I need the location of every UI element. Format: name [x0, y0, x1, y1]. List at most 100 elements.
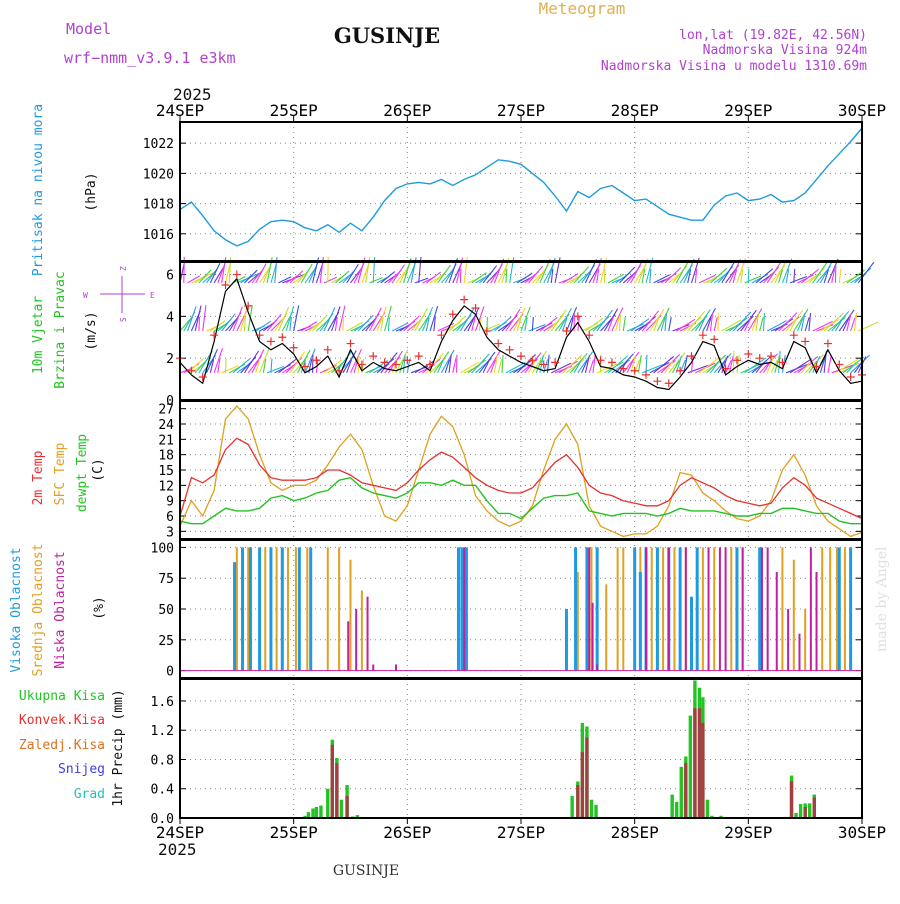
cloud-high-bar [690, 597, 693, 671]
cloud-low-bar [588, 547, 590, 670]
wind-arrow [623, 317, 625, 331]
wind-gust-marker [517, 352, 525, 360]
cloud-mid-bar [804, 609, 806, 671]
wind-unit: (m/s) [84, 311, 99, 350]
cloud-low-bar [776, 572, 778, 671]
wind-arrow [339, 306, 345, 331]
cloud-mid-bar [350, 560, 352, 671]
precip-total-bar [590, 800, 593, 818]
wind-arrow [839, 269, 840, 283]
cloud-high-bar [656, 547, 659, 670]
cloud-high-bar [574, 547, 577, 670]
precip-total-bar [340, 800, 343, 818]
precip-total-bar [799, 804, 802, 818]
temp-tick-label: 18 [158, 449, 174, 464]
wind-arrow [828, 355, 831, 373]
wind-arrow [415, 278, 428, 283]
precip-convective-bar [701, 723, 704, 818]
wind-arrow [203, 305, 206, 331]
cloud-high-bar [465, 547, 468, 670]
pressure-tick-label: 1016 [143, 228, 174, 243]
wind-arrow [195, 306, 201, 331]
cloud-high-bar [249, 547, 252, 670]
wind-ylabel-sub: Brzina i Pravac [53, 271, 68, 388]
cloud-high-bar [298, 547, 301, 670]
x-tick-label-bottom: 26SEP [383, 823, 431, 842]
coords-label: lon,lat (19.82E, 42.56N) [679, 28, 867, 43]
wind-arrow [775, 260, 787, 283]
temp-tick-label: 15 [158, 464, 174, 479]
cloud-mid-bar [264, 547, 266, 670]
cloud-mid-bar [247, 547, 249, 670]
cloud-low-bar [645, 547, 647, 670]
cloud-low-bar [395, 664, 397, 670]
x-tick-label-bottom: 29SEP [724, 823, 772, 842]
precip-total-bar [311, 808, 314, 818]
legend-hail: Grad [74, 787, 105, 802]
x-tick-label-bottom: 24SEP [156, 823, 204, 842]
wind-arrow [369, 278, 382, 283]
cloud-mid-bar [844, 547, 846, 670]
precip-convective-bar [335, 763, 338, 818]
pressure-unit: (hPa) [84, 172, 99, 211]
model-elevation-label: Nadmorska Visina u modelu 1310.69m [601, 59, 867, 74]
x-tick-label-bottom: 25SEP [270, 823, 318, 842]
wind-arrow [502, 355, 503, 373]
cloud-mid-bar [605, 584, 607, 670]
cloud-low-bar [708, 547, 710, 670]
wind-gust-marker [824, 340, 832, 348]
wind-arrow [650, 269, 651, 283]
credit-label: made by Angel [874, 546, 890, 652]
cloud-mid-bar [287, 547, 289, 670]
precip-total-bar [594, 805, 597, 818]
wind-gust-marker [710, 335, 718, 343]
temp-tick-label: 6 [166, 510, 174, 525]
cloud-tick-label: 50 [158, 603, 174, 618]
wind-arrow [657, 308, 669, 331]
x-tick-label-bottom: 27SEP [497, 823, 545, 842]
cloud-low-bar [787, 609, 789, 671]
precip-convective-bar [585, 738, 588, 818]
legend-frozen: Zaledj.Kisa [19, 738, 105, 753]
cloud-low-bar [761, 547, 763, 670]
wind-tick-label: 6 [166, 269, 174, 284]
wind-arrow [763, 313, 764, 331]
precip-convective-bar [698, 708, 701, 818]
cloud-mid-bar [295, 547, 297, 670]
cloud-high-bar [758, 547, 761, 670]
temp-2m-ylabel: 2m Temp [31, 450, 46, 505]
wind-arrow [760, 317, 763, 331]
legend-convective: Konvek.Kisa [19, 713, 105, 728]
wind-gust-marker [744, 350, 752, 358]
cloud-high-bar [585, 547, 588, 670]
wind-arrow [669, 317, 671, 331]
precip-convective-bar [576, 785, 579, 818]
wind-gust-marker [324, 346, 332, 354]
wind-arrow [593, 355, 595, 373]
cloud-high-bar [639, 572, 642, 671]
wind-gust-marker [756, 354, 764, 362]
wind-arrow [513, 308, 525, 331]
wind-gust-marker [210, 331, 218, 339]
cloud-low-bar [596, 664, 598, 670]
cloud-tick-label: 75 [158, 572, 174, 587]
wind-arrow [294, 305, 299, 331]
precip-convective-bar [813, 798, 816, 818]
wind-gust-marker [801, 337, 809, 345]
cloud-low-bar [592, 603, 594, 671]
precip-tick-label: 0.8 [151, 753, 174, 768]
precip-tick-label: 0.4 [151, 783, 175, 798]
cloud-low-bar [810, 547, 812, 670]
footer-station: GUSINJE [333, 863, 399, 879]
wind-arrow [714, 317, 717, 331]
wind-gust-marker [369, 352, 377, 360]
cloud-high-bar [281, 547, 284, 670]
cloud-low-bar [355, 609, 357, 671]
cloud-high-bar [457, 547, 460, 670]
cloud-low-bar [372, 664, 374, 670]
cloud-mid-bar [338, 547, 340, 670]
compass-east: E [150, 291, 155, 300]
cloud-mid-ylabel: Srednja Oblacnost [31, 543, 46, 676]
precip-convective-bar [345, 796, 348, 818]
compass-west: W [83, 291, 88, 300]
